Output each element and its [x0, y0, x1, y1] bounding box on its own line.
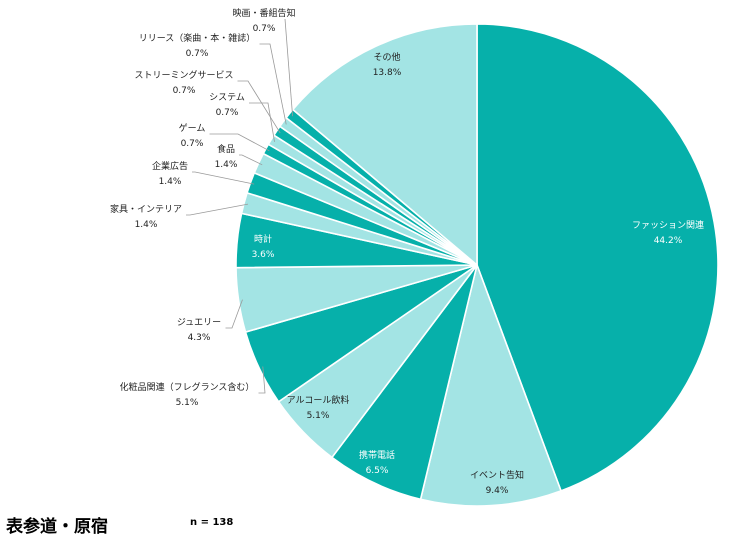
leader-line: [237, 80, 281, 134]
slice-percent-label: 1.4%: [215, 160, 238, 170]
slice-labels: ファッション関連 44.2% イベント告知 9.4% 携帯電話 6.5% アルコール飲料 5.…: [110, 7, 704, 496]
slice-category-label: 食品: [217, 143, 235, 155]
slice-category-label: ゲーム: [179, 122, 206, 134]
pie-slice: [291, 23, 478, 267]
slice-category-label: アルコール飲料: [287, 394, 350, 406]
slice-percent-label: 9.4%: [486, 486, 509, 496]
slice-category-label: 時計: [254, 233, 272, 245]
slice-percent-label: 0.7%: [173, 86, 196, 96]
slice-category-label: 企業広告: [152, 160, 188, 172]
slice-category-label: 携帯電話: [359, 449, 395, 461]
slice-category-label: システム: [209, 92, 245, 103]
slice-percent-label: 0.7%: [181, 139, 204, 149]
slice-category-label: その他: [373, 51, 400, 63]
chart-title: 表参道・原宿: [6, 517, 108, 537]
slice-category-label: 映画・番組告知: [232, 7, 295, 19]
leader-lines: [186, 18, 293, 394]
leader-line: [259, 43, 287, 125]
slice-percent-label: 6.5%: [366, 466, 389, 476]
pie-slices: [235, 23, 719, 507]
pie-slice: [419, 262, 563, 507]
slice-percent-label: 1.4%: [159, 177, 182, 187]
slice-category-label: イベント告知: [470, 469, 524, 481]
leader-line: [186, 203, 249, 216]
slice-percent-label: 0.7%: [186, 49, 209, 59]
leader-line: [284, 18, 293, 117]
slice-percent-label: 5.1%: [307, 411, 330, 421]
slice-category-label: 化粧品関連（フレグランス含む）: [120, 381, 255, 393]
slice-category-label: ジュエリー: [177, 318, 221, 328]
slice-category-label: ストリーミングサービス: [134, 69, 233, 81]
slice-percent-label: 5.1%: [176, 398, 199, 408]
slice-percent-label: 13.8%: [373, 68, 402, 78]
slice-category-label: ファッション関連: [632, 219, 704, 231]
slice-percent-label: 3.6%: [252, 250, 275, 260]
pie-slice: [476, 23, 719, 492]
slice-percent-label: 44.2%: [654, 236, 683, 246]
slice-percent-label: 0.7%: [253, 24, 276, 34]
slice-percent-label: 0.7%: [216, 108, 239, 118]
slice-category-label: 家具・インテリア: [110, 203, 182, 215]
sample-size: n = 138: [190, 517, 234, 528]
leader-line: [258, 366, 266, 394]
leader-line: [209, 133, 270, 152]
slice-percent-label: 1.4%: [135, 220, 158, 230]
slice-percent-label: 4.3%: [188, 333, 211, 343]
leader-line: [249, 102, 275, 142]
slice-category-label: リリース（楽曲・本・雑誌）: [139, 32, 256, 44]
leader-line: [239, 154, 263, 166]
leader-line: [192, 171, 255, 185]
leader-line: [225, 299, 243, 329]
